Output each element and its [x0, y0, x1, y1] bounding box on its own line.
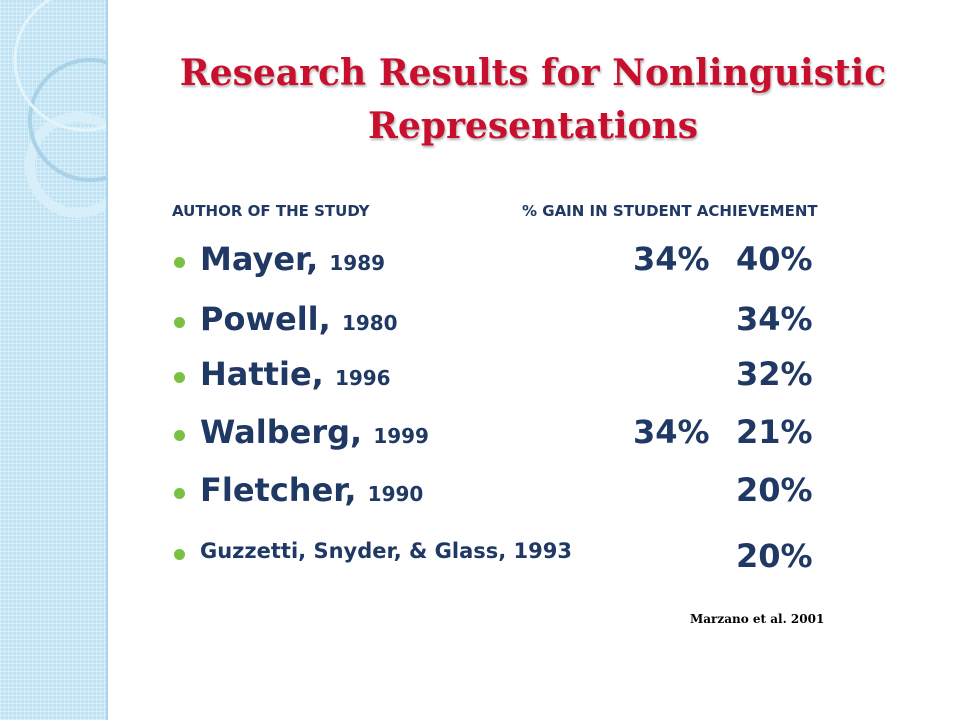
- bullet: [174, 372, 185, 383]
- title-line: Research Results for Nonlinguistic: [179, 52, 887, 94]
- year: 1989: [329, 251, 386, 275]
- bullet: [174, 317, 185, 328]
- column-header: AUTHOR OF THE STUDY: [172, 202, 370, 220]
- gain-value: 34%: [736, 300, 813, 338]
- column-header: % GAIN IN STUDENT ACHIEVEMENT: [522, 202, 818, 220]
- citation: Marzano et al. 2001: [690, 612, 825, 626]
- author-name-text: Mayer,: [200, 240, 319, 278]
- gain-value: 40%: [736, 240, 813, 278]
- bullet: [174, 430, 185, 441]
- decor-circles: [13, 0, 157, 218]
- author-name-text: Guzzetti, Snyder, & Glass, 1993: [200, 539, 573, 563]
- gain-value: 20%: [736, 537, 813, 575]
- year: 1990: [367, 482, 424, 506]
- gain-value: 34%: [633, 413, 710, 451]
- year: 1980: [341, 311, 398, 335]
- decor-stripe: [0, 0, 157, 720]
- author-name-text: Hattie,: [200, 355, 324, 393]
- bullet: [174, 549, 185, 560]
- author-name: Hattie, 1996: [200, 355, 391, 393]
- author-name: Powell, 1980: [200, 300, 398, 338]
- gain-value: 34%: [633, 240, 710, 278]
- bullet: [174, 257, 185, 268]
- author-name: Guzzetti, Snyder, & Glass, 1993: [200, 539, 572, 563]
- year: 1999: [373, 424, 429, 448]
- author-name: Fletcher, 1990: [200, 471, 423, 509]
- author-name-text: Walberg,: [200, 413, 363, 451]
- title-line: Representations: [368, 105, 698, 147]
- author-name-text: Powell,: [200, 300, 331, 338]
- author-name: Mayer, 1989: [200, 240, 385, 278]
- gain-value: 20%: [736, 471, 813, 509]
- year: 1996: [334, 366, 391, 390]
- gain-value: 32%: [736, 355, 813, 393]
- author-name-text: Fletcher,: [200, 471, 357, 509]
- author-name: Walberg, 1999: [200, 413, 429, 451]
- gain-value: 21%: [736, 413, 813, 451]
- bullet: [174, 488, 185, 499]
